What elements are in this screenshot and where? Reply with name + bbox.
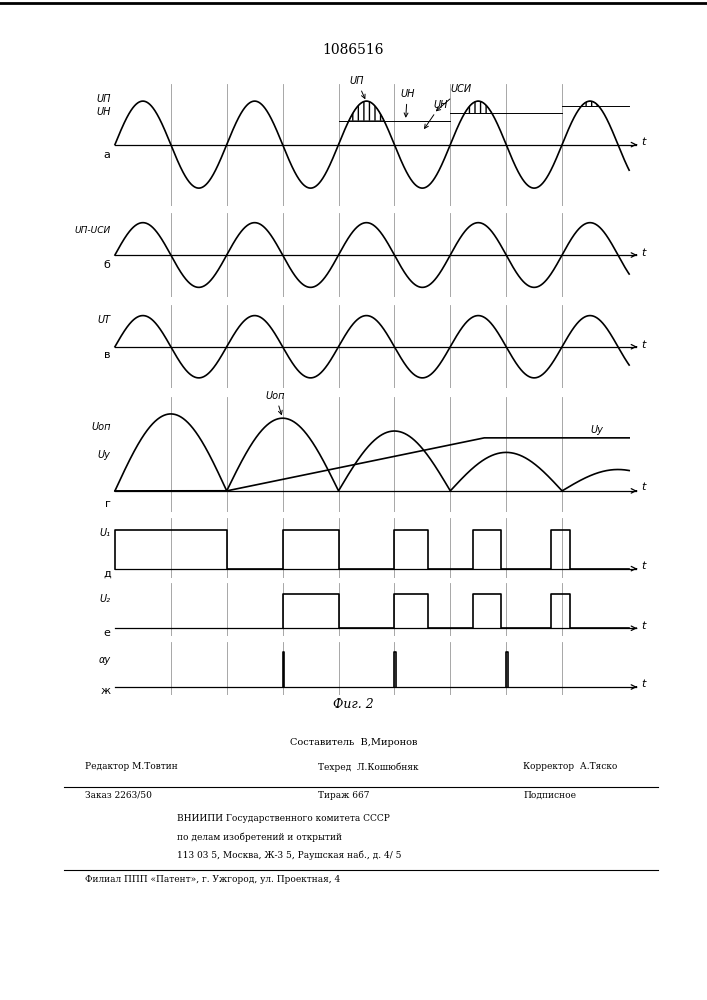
- Text: αу: αу: [98, 655, 111, 665]
- Text: Составитель  В,Миронов: Составитель В,Миронов: [290, 738, 417, 747]
- Text: г: г: [105, 499, 111, 509]
- Text: Фиг. 2: Фиг. 2: [333, 698, 374, 711]
- Text: t: t: [642, 248, 646, 258]
- Text: U₂: U₂: [100, 594, 111, 604]
- Text: по делам изобретений и открытий: по делам изобретений и открытий: [177, 832, 341, 841]
- Text: Тираж 667: Тираж 667: [318, 791, 370, 800]
- Text: ВНИИПИ Государственного комитета СССР: ВНИИПИ Государственного комитета СССР: [177, 814, 390, 823]
- Text: а: а: [104, 150, 111, 160]
- Text: UТ: UТ: [98, 315, 111, 325]
- Text: в: в: [104, 350, 111, 360]
- Text: Подписное: Подписное: [523, 791, 576, 800]
- Text: UП-UСИ: UП-UСИ: [74, 226, 111, 235]
- Text: Техред  Л.Кошюбняк: Техред Л.Кошюбняк: [318, 762, 419, 772]
- Text: Редактор М.Товтин: Редактор М.Товтин: [85, 762, 177, 771]
- Text: 1086516: 1086516: [323, 43, 384, 57]
- Text: UН: UН: [424, 100, 448, 128]
- Text: t: t: [642, 137, 646, 147]
- Text: t: t: [642, 621, 646, 631]
- Text: UН: UН: [96, 107, 111, 117]
- Text: t: t: [642, 340, 646, 350]
- Text: t: t: [642, 482, 646, 492]
- Text: б: б: [104, 260, 111, 270]
- Text: Корректор  А.Тяско: Корректор А.Тяско: [523, 762, 617, 771]
- Text: д: д: [103, 568, 111, 578]
- Text: Филиал ППП «Патент», г. Ужгород, ул. Проектная, 4: Филиал ППП «Патент», г. Ужгород, ул. Про…: [85, 875, 340, 884]
- Text: Uоп: Uоп: [91, 422, 111, 432]
- Text: Uоп: Uоп: [266, 391, 286, 415]
- Text: ж: ж: [100, 686, 111, 696]
- Text: U₁: U₁: [100, 528, 111, 538]
- Text: Заказ 2263/50: Заказ 2263/50: [85, 791, 152, 800]
- Text: Uу: Uу: [98, 450, 111, 460]
- Text: е: е: [104, 628, 111, 638]
- Text: UН: UН: [400, 89, 414, 117]
- Text: UСИ: UСИ: [436, 84, 472, 111]
- Text: 113 03 5, Москва, Ж-3 5, Раушская наб., д. 4/ 5: 113 03 5, Москва, Ж-3 5, Раушская наб., …: [177, 850, 402, 859]
- Text: t: t: [642, 679, 646, 689]
- Text: t: t: [642, 561, 646, 571]
- Text: Uу: Uу: [590, 425, 603, 435]
- Text: UП: UП: [350, 76, 365, 98]
- Text: UП: UП: [96, 94, 111, 104]
